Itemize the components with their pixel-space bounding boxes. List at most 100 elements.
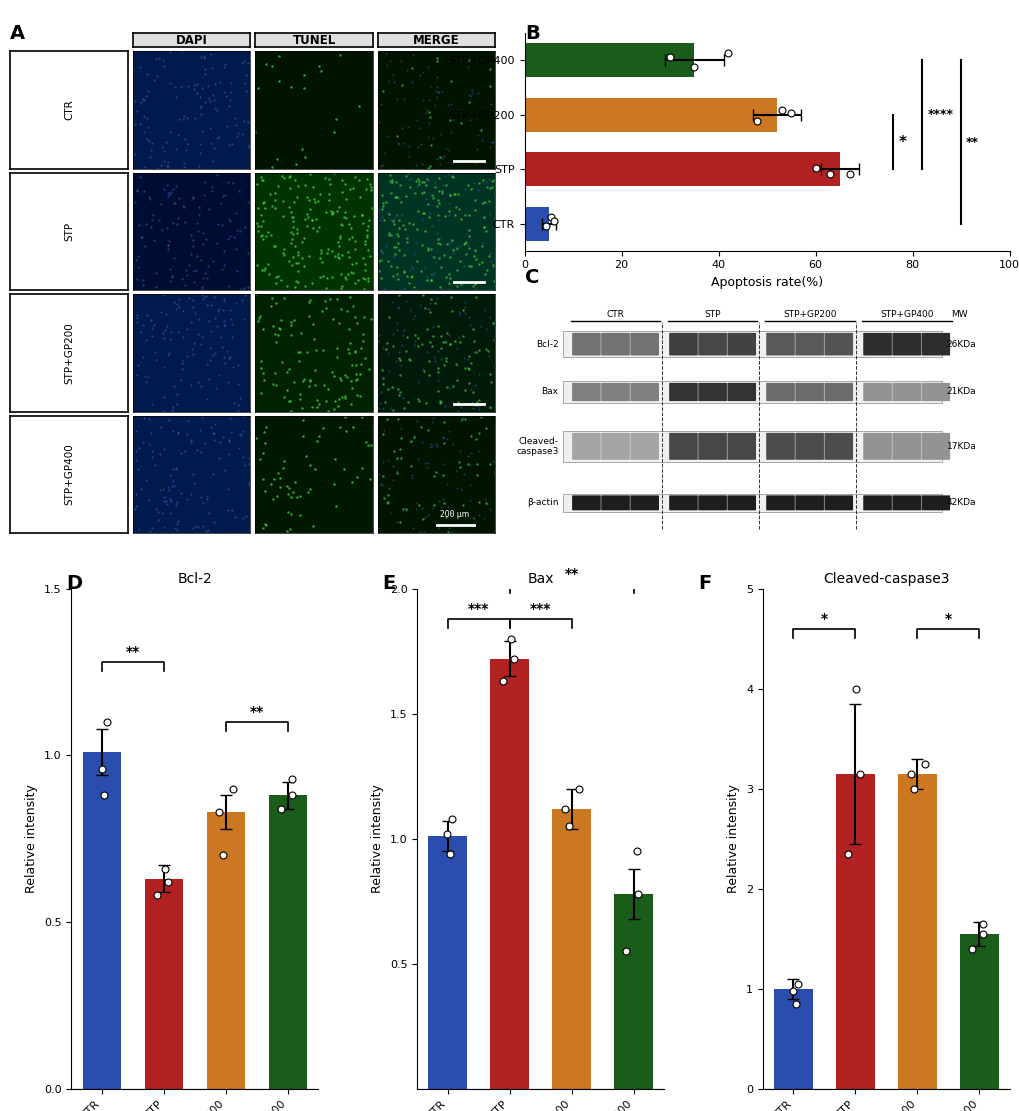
Point [850,100,866,118]
FancyBboxPatch shape [862,496,891,510]
Point [760,194,776,212]
Point [466,151,482,169]
Text: 21KDa: 21KDa [946,388,975,397]
Point [634,168,650,186]
Point [444,67,461,84]
Point [556,121,573,139]
FancyBboxPatch shape [892,496,920,510]
Point [337,440,354,458]
Point [834,54,850,72]
Point [566,96,582,113]
Point [226,121,243,139]
Point [969,11,985,29]
Point [695,92,711,110]
Point [810,197,826,214]
Point [713,229,730,247]
Point [520,140,536,158]
Point [590,179,606,197]
Point [570,331,586,349]
Point [502,124,519,142]
Point [467,29,483,47]
X-axis label: Apoptosis rate(%): Apoptosis rate(%) [710,276,822,289]
FancyBboxPatch shape [765,433,794,460]
Point [631,341,647,359]
FancyBboxPatch shape [630,383,658,401]
Point [973,154,989,172]
Bar [524,207,548,241]
FancyBboxPatch shape [600,383,630,401]
Bar [562,381,941,403]
Point [734,100,750,118]
Point [624,427,640,444]
FancyBboxPatch shape [765,333,794,356]
Point [1008,219,1019,237]
FancyBboxPatch shape [862,433,891,460]
Point [780,194,796,212]
Point [923,88,940,106]
Text: ***: *** [530,602,550,617]
Point [710,98,727,116]
Point [738,8,754,26]
Point [631,137,647,154]
Point [711,106,728,123]
Point [435,417,451,434]
Point [714,123,731,141]
Point [876,127,893,144]
FancyBboxPatch shape [727,433,755,460]
Point [784,88,800,106]
Bar [836,773,873,1089]
FancyBboxPatch shape [765,383,794,401]
Point [393,381,410,399]
FancyBboxPatch shape [698,333,727,356]
Point [752,397,768,414]
Point [803,242,819,260]
FancyBboxPatch shape [795,333,823,356]
Point [364,36,380,53]
Point [676,60,692,78]
Title: Bax: Bax [527,572,553,587]
Point [548,0,565,12]
Text: 200 μm: 200 μm [439,510,469,519]
Point [888,277,904,294]
Point [501,73,518,91]
Title: Bcl-2: Bcl-2 [177,572,212,587]
Point [911,78,927,96]
Point [531,50,547,68]
Point [913,28,929,46]
Point [544,92,560,110]
FancyBboxPatch shape [727,496,755,510]
FancyBboxPatch shape [795,383,823,401]
Point [805,210,821,228]
Point [872,283,889,301]
Point [725,41,741,59]
Bar [897,773,935,1089]
Point [632,13,648,31]
Point [798,111,814,129]
Point [510,188,526,206]
FancyBboxPatch shape [823,333,852,356]
Point [921,238,937,256]
Point [912,131,928,149]
Point [963,340,979,358]
Point [821,401,838,419]
Point [493,79,510,97]
Bar [613,893,652,1089]
Point [990,262,1007,280]
Text: E: E [382,573,395,593]
Point [519,280,535,298]
Point [741,46,757,63]
Point [716,303,733,321]
Point [857,18,873,36]
Point [775,246,792,263]
Bar [773,989,812,1089]
Point [467,88,483,106]
Point [820,194,837,212]
Point [434,130,450,148]
Point [801,63,817,81]
Point [680,83,696,101]
FancyBboxPatch shape [862,333,891,356]
Point [455,82,472,100]
Point [570,207,586,224]
Point [858,231,874,249]
Bar [562,431,941,461]
